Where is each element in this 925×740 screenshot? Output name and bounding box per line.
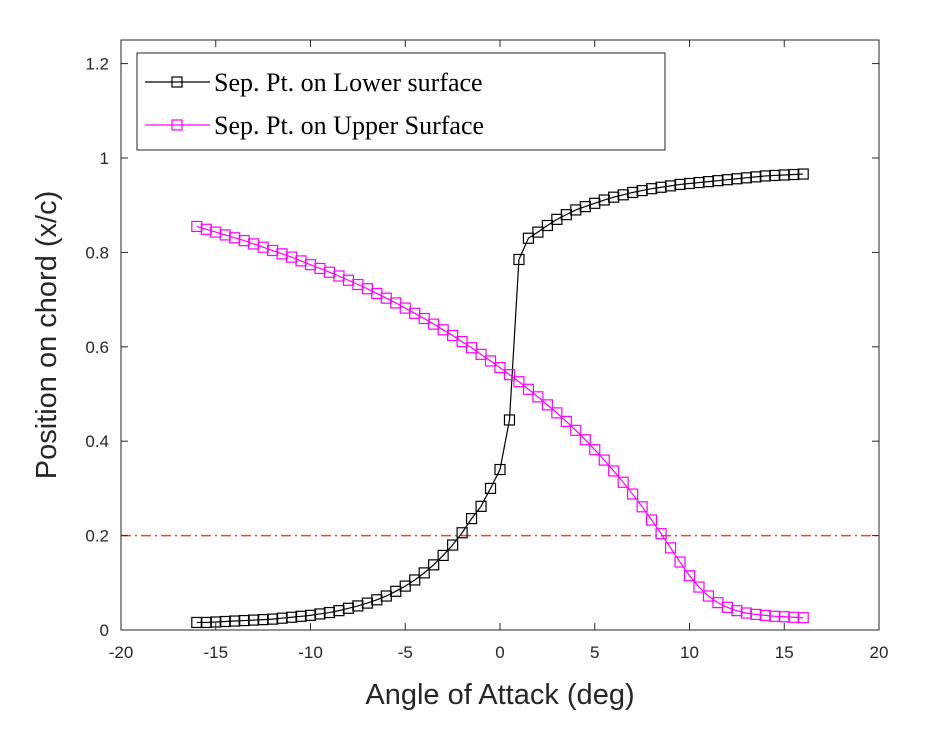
data-point [608, 465, 620, 477]
data-point [541, 399, 553, 411]
data-point [598, 454, 610, 466]
data-point [475, 348, 487, 360]
data-point [513, 253, 525, 266]
data-point [437, 324, 449, 336]
data-point [532, 391, 544, 403]
data-point [797, 168, 809, 180]
data-point [513, 376, 525, 388]
y-tick-label: 0 [100, 621, 109, 640]
data-point [617, 476, 629, 488]
x-tick-label: 15 [775, 643, 794, 662]
data-point [503, 414, 516, 426]
data-point [475, 500, 487, 512]
legend-marker-upper-surface [171, 119, 183, 131]
y-tick-label: 1.2 [85, 55, 109, 74]
data-point [418, 567, 430, 579]
data-point [494, 463, 506, 476]
series-layer [191, 168, 809, 629]
x-tick-label: 10 [680, 643, 699, 662]
data-point [664, 542, 677, 554]
x-axis-label: Angle of Attack (deg) [365, 679, 634, 711]
data-point [428, 559, 440, 571]
x-tick-label: 0 [495, 643, 504, 662]
y-axis-label: Position on chord (x/c) [31, 191, 63, 480]
y-tick-label: 0.8 [85, 243, 109, 262]
data-point [409, 574, 421, 586]
x-tick-label: -10 [298, 643, 323, 662]
x-tick-label: 20 [870, 643, 889, 662]
data-point [541, 219, 553, 232]
data-point [683, 570, 696, 582]
data-point [503, 369, 516, 381]
data-point [494, 361, 506, 374]
legend-box [136, 52, 666, 151]
data-point [428, 318, 440, 330]
data-point [532, 226, 544, 238]
series-line [196, 173, 804, 624]
data-point [522, 232, 535, 244]
series-upper-surface [191, 220, 809, 624]
y-tick-label: 0.6 [85, 338, 109, 357]
data-point [447, 539, 459, 551]
data-point [560, 415, 572, 427]
data-point [674, 556, 686, 568]
data-point [655, 528, 667, 540]
data-point [693, 581, 705, 593]
data-point [465, 342, 478, 354]
data-point [627, 488, 639, 500]
data-point [589, 444, 601, 456]
data-point [399, 580, 411, 592]
legend-entry-lower-surface: Sep. Pt. on Lower surface [214, 68, 483, 97]
data-point [484, 355, 497, 367]
data-point [636, 501, 648, 513]
data-point [418, 312, 430, 325]
x-tick-label: -20 [109, 643, 134, 662]
data-point [645, 514, 658, 526]
series-line [196, 225, 804, 619]
x-tick-label: -5 [398, 643, 413, 662]
legend-marker-lower-surface [171, 76, 183, 88]
data-point [579, 434, 591, 446]
x-tick-label: -15 [203, 643, 228, 662]
x-tick-label: 5 [590, 643, 599, 662]
data-point [465, 513, 478, 525]
data-point [551, 407, 563, 419]
data-point [702, 590, 715, 602]
legend: Sep. Pt. on Lower surface Sep. Pt. on Up… [136, 52, 666, 151]
data-point [456, 336, 468, 348]
data-point [522, 383, 535, 395]
y-tick-label: 0.4 [85, 432, 109, 451]
data-point [570, 424, 582, 436]
data-point [447, 329, 459, 342]
data-point [484, 482, 497, 494]
y-tick-label: 1 [100, 149, 109, 168]
legend-entry-upper-surface: Sep. Pt. on Upper Surface [214, 111, 484, 140]
y-tick-label: 0.2 [85, 527, 109, 546]
data-point [797, 612, 809, 624]
tick-layer: -20 -15 -10 -5 0 5 10 15 20 0 0.2 0.4 0.6 0.8 1 1.2 [85, 40, 888, 662]
data-point [437, 549, 449, 562]
data-point [456, 527, 468, 539]
